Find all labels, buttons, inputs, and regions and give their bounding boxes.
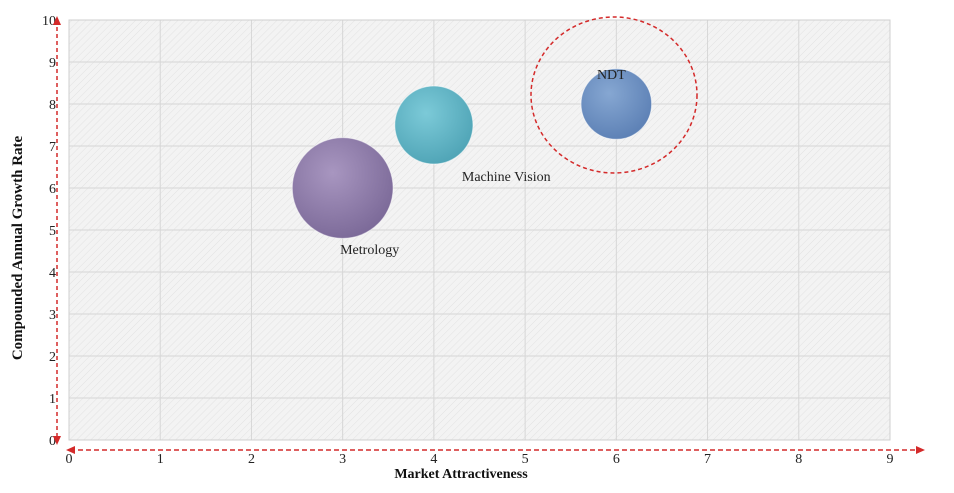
y-tick-label: 6 bbox=[49, 182, 56, 197]
plot-border bbox=[68, 19, 891, 441]
x-tick-label: 7 bbox=[704, 452, 711, 467]
ndt-bubble bbox=[580, 68, 653, 140]
x-tick-label: 1 bbox=[157, 452, 164, 467]
x-tick-label: 8 bbox=[795, 452, 802, 467]
y-tick-label: 0 bbox=[49, 434, 56, 449]
x-axis-ticks: 0 1 2 3 4 5 6 7 8 9 bbox=[66, 452, 894, 467]
ndt-label: NDT bbox=[597, 68, 626, 83]
x-tick-label: 4 bbox=[430, 452, 437, 467]
x-tick-label: 3 bbox=[339, 452, 346, 467]
x-tick-label: 5 bbox=[522, 452, 529, 467]
x-tick-label: 6 bbox=[613, 452, 620, 467]
x-axis-title: Market Attractiveness bbox=[394, 467, 528, 482]
y-tick-label: 10 bbox=[42, 14, 56, 29]
y-tick-label: 8 bbox=[49, 98, 56, 113]
y-tick-label: 1 bbox=[49, 392, 56, 407]
metrology-bubble bbox=[291, 137, 394, 239]
metrology-label: Metrology bbox=[340, 243, 399, 258]
y-tick-label: 2 bbox=[49, 350, 56, 365]
y-tick-label: 9 bbox=[49, 56, 56, 71]
y-axis-title: Compounded Annual Growth Rate bbox=[10, 135, 26, 360]
bubbles: Metrology Machine Vision NDT bbox=[291, 68, 653, 258]
y-axis-ticks: 0 1 2 3 4 5 6 7 8 9 10 bbox=[42, 14, 56, 449]
machine-vision-label: Machine Vision bbox=[462, 170, 551, 185]
x-tick-label: 9 bbox=[887, 452, 894, 467]
machine-vision-bubble bbox=[394, 85, 474, 165]
x-tick-label: 0 bbox=[66, 452, 73, 467]
x-tick-label: 2 bbox=[248, 452, 255, 467]
y-tick-label: 4 bbox=[49, 266, 56, 281]
y-tick-label: 7 bbox=[49, 140, 56, 155]
y-tick-label: 5 bbox=[49, 224, 56, 239]
ndt-highlight-ring bbox=[530, 16, 698, 174]
y-tick-label: 3 bbox=[49, 308, 56, 323]
